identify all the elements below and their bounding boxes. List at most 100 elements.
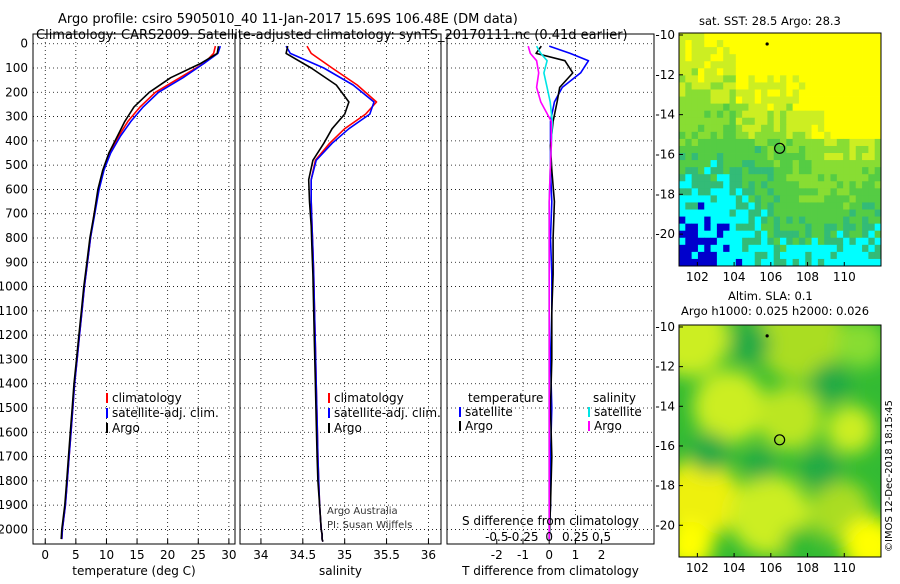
sst-cell bbox=[830, 110, 838, 119]
sst-cell bbox=[805, 188, 812, 196]
sst-cell bbox=[798, 181, 806, 189]
sst-cell bbox=[742, 258, 749, 266]
sst-cell bbox=[874, 216, 881, 225]
sst-cell bbox=[742, 75, 749, 83]
sst-cell bbox=[754, 75, 762, 83]
sst-cell bbox=[798, 82, 806, 90]
sst-cell bbox=[792, 124, 800, 133]
sst-cell bbox=[748, 131, 756, 140]
sst-cell bbox=[767, 131, 775, 140]
sst-cell bbox=[780, 181, 787, 189]
map_sst-xtick-label: 104 bbox=[723, 270, 746, 284]
sst-cell bbox=[735, 89, 743, 97]
sst-cell bbox=[786, 40, 794, 48]
sst-cell bbox=[685, 188, 693, 196]
sst-cell bbox=[862, 202, 869, 210]
sst-cell bbox=[855, 68, 863, 76]
sst-cell bbox=[824, 195, 831, 203]
sst-cell bbox=[691, 82, 699, 90]
sst-cell bbox=[843, 237, 850, 246]
sst-cell bbox=[824, 61, 831, 69]
sst-cell bbox=[836, 33, 844, 41]
difference-legend-temp-satellite-label: satellite bbox=[465, 405, 513, 419]
sst-cell bbox=[685, 138, 693, 147]
sst-cell bbox=[874, 202, 881, 210]
sst-cell bbox=[780, 244, 787, 253]
depth-tick-label: 800 bbox=[5, 231, 28, 245]
sst-cell bbox=[811, 138, 819, 147]
sst-cell bbox=[780, 209, 787, 217]
sst-cell bbox=[773, 110, 781, 119]
sst-cell bbox=[780, 160, 787, 168]
sst-cell bbox=[767, 202, 775, 210]
sst-cell bbox=[843, 75, 850, 83]
sst-cell bbox=[849, 33, 857, 41]
attribution-line-2: PI: Susan Wijffels bbox=[327, 520, 413, 531]
sst-cell bbox=[874, 230, 881, 239]
sst-cell bbox=[868, 244, 876, 253]
sst-cell bbox=[836, 188, 844, 196]
sst-cell bbox=[817, 110, 825, 119]
sst-cell bbox=[836, 209, 844, 217]
sst-cell bbox=[685, 103, 693, 112]
sst-cell bbox=[836, 202, 844, 210]
sst-cell bbox=[773, 33, 781, 41]
sst-cell bbox=[767, 160, 775, 168]
sst-cell bbox=[704, 230, 711, 239]
sst-cell bbox=[798, 223, 806, 232]
sst-cell bbox=[761, 33, 768, 41]
sst-cell bbox=[691, 216, 699, 225]
sst-cell bbox=[773, 174, 781, 182]
sst-cell bbox=[843, 209, 850, 217]
sst-cell bbox=[735, 103, 743, 112]
sst-cell bbox=[716, 54, 724, 62]
map_sla-xtick-label: 106 bbox=[759, 561, 782, 575]
sst-cell bbox=[792, 181, 800, 189]
sst-cell bbox=[735, 124, 743, 133]
sst-cell bbox=[748, 237, 756, 246]
sst-cell bbox=[805, 244, 812, 253]
sst-cell bbox=[805, 40, 812, 48]
sst-cell bbox=[710, 223, 718, 232]
sst-cell bbox=[710, 75, 718, 83]
sst-cell bbox=[710, 181, 718, 189]
sst-cell bbox=[716, 96, 724, 105]
sst-cell bbox=[786, 244, 794, 253]
sst-cell bbox=[786, 216, 794, 225]
header-line-2: Climatology: CARS2009. Satellite-adjuste… bbox=[36, 28, 628, 43]
sst-cell bbox=[748, 54, 756, 62]
sst-cell bbox=[830, 131, 838, 140]
sst-cell bbox=[767, 54, 775, 62]
sst-cell bbox=[735, 82, 743, 90]
sst-cell bbox=[697, 223, 705, 232]
sst-cell bbox=[811, 195, 819, 203]
sst-cell bbox=[735, 47, 743, 55]
sst-cell bbox=[679, 251, 686, 260]
sst-cell bbox=[786, 188, 794, 196]
sst-cell bbox=[811, 103, 819, 112]
sst-cell bbox=[836, 223, 844, 232]
sst-cell bbox=[824, 33, 831, 41]
sst-cell bbox=[710, 61, 718, 69]
sst-cell bbox=[849, 54, 857, 62]
sst-cell bbox=[805, 251, 812, 260]
map_sst-xtick-label: 102 bbox=[686, 270, 709, 284]
map_sla-xtick-label: 108 bbox=[796, 561, 819, 575]
map-sla-title-1: Altim. SLA: 0.1 bbox=[728, 289, 813, 303]
sst-cell bbox=[710, 40, 718, 48]
sst-cell bbox=[729, 237, 737, 246]
depth-tick-label: 700 bbox=[5, 207, 28, 221]
temperature-series-argo bbox=[60, 45, 220, 540]
sst-cell bbox=[811, 237, 819, 246]
sst-cell bbox=[855, 75, 863, 83]
sst-cell bbox=[729, 68, 737, 76]
sst-cell bbox=[773, 96, 781, 105]
sst-cell bbox=[874, 209, 881, 217]
sst-cell bbox=[723, 54, 730, 62]
sst-cell bbox=[742, 230, 749, 239]
sst-cell bbox=[830, 138, 838, 147]
sst-cell bbox=[830, 202, 838, 210]
sst-cell bbox=[855, 33, 863, 41]
sst-cell bbox=[773, 195, 781, 203]
sst-cell bbox=[824, 82, 831, 90]
